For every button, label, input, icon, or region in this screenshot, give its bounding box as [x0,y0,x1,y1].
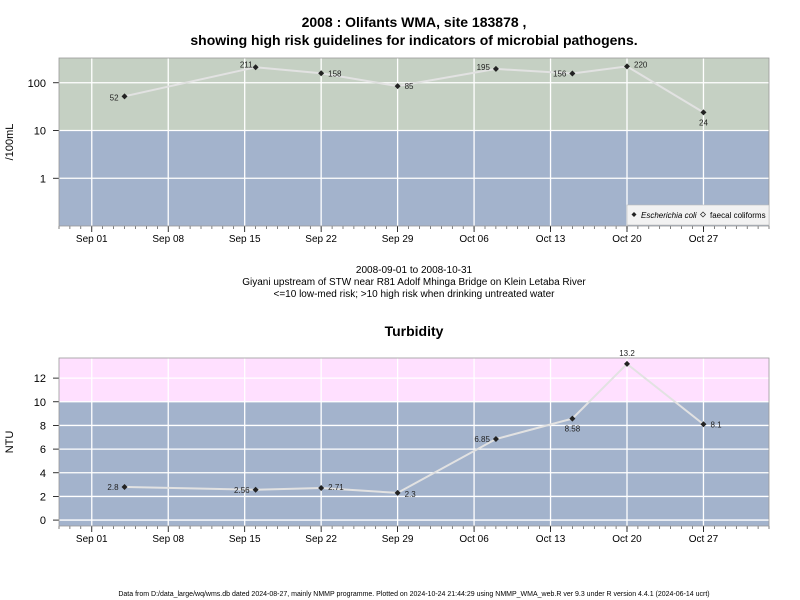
data-point [318,485,325,492]
data-label: 211 [240,60,253,69]
chart2-y-axis-label: NTU [4,431,16,454]
data-point [624,360,630,367]
x-tick-label: Sep 22 [305,234,337,245]
plot-border [58,57,770,227]
legend-label-faecal: faecal coliforms [710,211,766,220]
x-tick-label: Sep 22 [305,534,337,545]
data-point [121,93,128,100]
data-point [700,109,707,116]
data-point [569,415,576,422]
x-tick-label: Sep 29 [382,234,414,245]
data-label: 156 [553,70,567,79]
data-label: 8.58 [565,425,581,434]
data-label: 2.56 [234,486,250,495]
x-tick-label: Sep 15 [229,234,261,245]
x-tick-label: Oct 20 [612,534,642,545]
y-tick-label: 0 [40,515,46,527]
x-tick-label: Sep 08 [152,234,184,245]
data-label: 2.8 [107,483,119,492]
data-point [318,70,325,77]
x-tick-label: Oct 06 [459,234,489,245]
chart2-series-line [124,362,705,494]
data-label: 220 [634,60,648,69]
legend-marker-ecoli [631,212,637,217]
x-tick-label: Oct 06 [459,534,489,545]
caption-site: Giyani upstream of STW near R81 Adolf Mh… [242,277,586,288]
x-tick-label: Oct 13 [536,534,566,545]
legend-marker-faecal [700,211,706,218]
chart1-axes: Sep 01 Sep 08 Sep 15 Sep 22 Sep 29 Oct 06 Oct … [28,57,770,245]
chart1-title: 2008 : Olifants WMA, site 183878 , [302,14,527,30]
y-tick-label: 2 [40,491,46,503]
chart2-plot-area [59,358,769,526]
y-tick-label: 1 [40,173,46,185]
low-risk-band [59,401,769,526]
x-tick-label: Oct 27 [689,534,719,545]
y-tick-label: 4 [40,468,46,480]
data-label: 158 [328,69,342,78]
data-point [252,64,259,71]
data-point [624,63,630,70]
data-label: 24 [699,118,708,127]
data-point [252,486,259,493]
y-tick-label: 8 [40,420,46,432]
chart1-series-line [124,65,704,114]
x-tick-label: Sep 01 [76,534,108,545]
chart1-points: 52 211 158 85 195 156 220 24 [110,60,709,127]
footer-note: Data from D:/data_large/wq/wms.db dated … [118,591,709,598]
y-tick-label: 100 [28,78,46,90]
caption-date-range: 2008-09-01 to 2008-10-31 [356,265,473,276]
data-label: 2.3 [405,490,417,499]
data-point [394,489,401,496]
data-label: 6.85 [474,435,490,444]
y-tick-label: 10 [34,126,46,138]
data-point [569,70,576,77]
data-point [394,83,401,90]
chart2-title: Turbidity [385,323,444,339]
data-point [492,65,499,72]
data-label: 195 [477,63,491,72]
series-line [124,65,704,114]
data-label: 85 [405,82,414,91]
x-tick-label: Sep 29 [382,534,414,545]
chart2-grid [59,358,769,526]
chart2-axes: Sep 01 Sep 08 Sep 15 Sep 22 Sep 29 Oct 06 Oct … [34,357,770,545]
chart1-y-axis-label: /100mL [4,124,16,161]
x-tick-label: Sep 15 [229,534,261,545]
chart1-subtitle: showing high risk guidelines for indicat… [190,32,637,48]
high-risk-band [59,358,769,402]
chart2-points: 2.8 2.56 2.71 2.3 6.85 8.58 13.2 8.1 [107,349,722,499]
data-label: 8.1 [710,420,722,429]
data-point [700,421,707,428]
y-tick-label: 10 [34,397,46,409]
caption-risk: <=10 low-med risk; >10 high risk when dr… [274,289,556,300]
x-tick-label: Oct 27 [689,234,719,245]
x-tick-label: Oct 13 [536,234,566,245]
data-label: 52 [110,93,119,102]
y-tick-label: 12 [34,373,46,385]
y-tick-label: 6 [40,444,46,456]
data-point [492,436,499,443]
high-risk-band [59,58,769,131]
series-line [124,362,705,494]
data-label: 13.2 [619,349,635,358]
x-tick-label: Oct 20 [612,234,642,245]
data-point [121,483,128,490]
chart1-legend: Escherichia coli faecal coliforms [626,204,770,226]
legend-label-ecoli: Escherichia coli [641,211,697,220]
plot-border [58,357,770,527]
x-tick-label: Sep 01 [76,234,108,245]
x-tick-label: Sep 08 [152,534,184,545]
data-label: 2.71 [328,483,344,492]
